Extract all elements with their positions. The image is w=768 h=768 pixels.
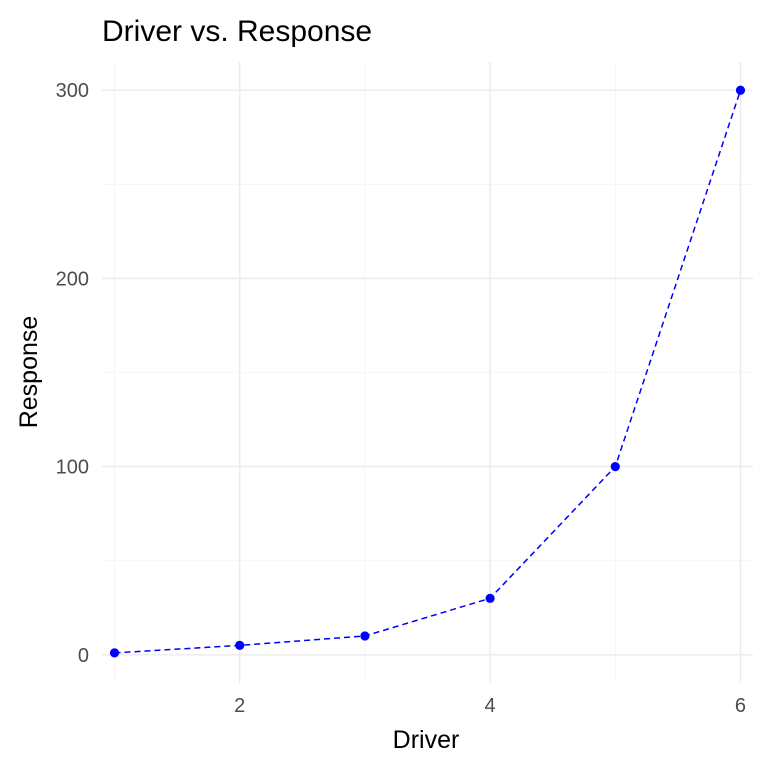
series-layer [109,85,746,658]
x-tick-label: 2 [234,695,245,717]
data-point [485,593,495,603]
y-axis-label: Response [15,316,43,429]
x-axis-label: Driver [393,726,460,754]
x-tick-label: 6 [735,695,746,717]
y-tick-label: 300 [56,80,89,102]
data-point [109,648,120,658]
chart-title: Driver vs. Response [102,15,372,48]
y-tick-label: 100 [56,457,89,479]
series-line [114,89,742,654]
y-tick-label: 200 [56,268,89,290]
y-axis-ticks: 0 100 200 300 [56,80,89,667]
data-point [235,640,245,650]
x-axis-ticks: 2 4 6 [234,695,746,717]
x-tick-label: 4 [485,695,496,717]
grid [102,62,753,683]
data-point [360,631,370,641]
y-tick-label: 0 [78,645,89,667]
data-point [735,85,746,95]
data-point [610,461,620,472]
